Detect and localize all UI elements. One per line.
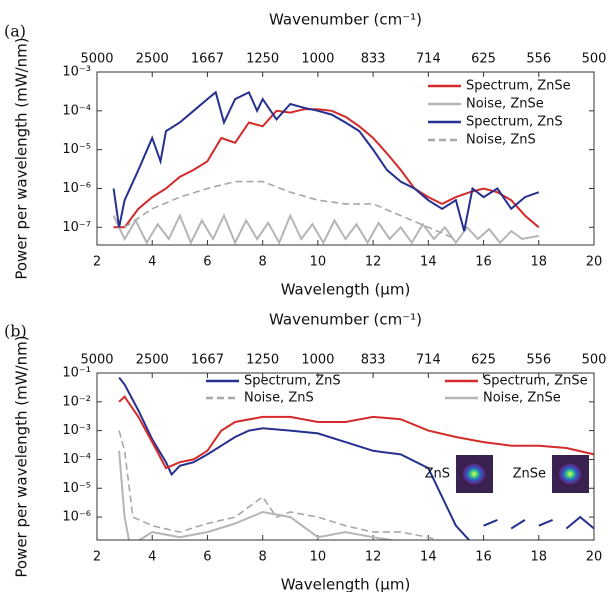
x2-tick-label: 5000 xyxy=(80,52,113,67)
legend-label: Spectrum, ZnSe xyxy=(466,79,571,94)
x-tick-label: 4 xyxy=(148,550,156,565)
x2-tick-label: 556 xyxy=(526,353,551,368)
x2-tick-label: 1250 xyxy=(246,353,279,368)
x-tick-label: 10 xyxy=(310,255,327,270)
y-tick-label: 10⁻³ xyxy=(62,65,91,80)
panel-label: (b) xyxy=(4,322,27,341)
x2-tick-label: 1667 xyxy=(191,52,224,67)
x-tick-label: 18 xyxy=(531,550,548,565)
y-axis-title: Power per wavelength (mW/nm) xyxy=(13,37,31,279)
beam-spot xyxy=(461,462,487,486)
y-tick-label: 10⁻⁶ xyxy=(62,510,91,525)
x2-tick-label: 556 xyxy=(526,52,551,67)
x-tick-label: 14 xyxy=(420,255,437,270)
x2-tick-label: 1667 xyxy=(191,353,224,368)
y-tick-label: 10⁻⁴ xyxy=(62,452,91,467)
y-tick-label: 10⁻⁵ xyxy=(62,481,91,496)
x-tick-label: 6 xyxy=(203,550,211,565)
x-tick-label: 2 xyxy=(93,550,101,565)
x2-tick-label: 625 xyxy=(471,353,496,368)
y-tick-label: 10⁻⁵ xyxy=(62,142,91,157)
x2-tick-label: 833 xyxy=(361,353,386,368)
legend-label: Spectrum, ZnS xyxy=(466,115,563,130)
x-tick-label: 8 xyxy=(259,550,267,565)
x-axis-title: Wavelength (µm) xyxy=(281,281,411,299)
x-tick-label: 14 xyxy=(420,550,437,565)
x-tick-label: 16 xyxy=(475,550,492,565)
x2-tick-label: 2500 xyxy=(136,52,169,67)
plot-frame xyxy=(96,71,595,246)
x2-tick-label: 500 xyxy=(582,52,607,67)
legend-label: Noise, ZnSe xyxy=(466,97,544,112)
x2-tick-label: 714 xyxy=(416,353,441,368)
y-tick-label: 10⁻³ xyxy=(62,423,91,438)
annotation: ZnSe xyxy=(513,467,546,482)
panel-label: (a) xyxy=(4,22,26,41)
x-tick-label: 10 xyxy=(310,550,327,565)
y-tick-label: 10⁻⁴ xyxy=(62,103,91,118)
x-tick-label: 12 xyxy=(365,550,382,565)
legend-label: Noise, ZnSe xyxy=(483,391,561,406)
x2-tick-label: 2500 xyxy=(136,353,169,368)
plot-lines xyxy=(112,90,540,245)
beam-spot xyxy=(557,462,583,486)
y-tick-label: 10⁻⁶ xyxy=(62,181,91,196)
x2-axis-title: Wavenumber (cm⁻¹) xyxy=(269,311,422,329)
y-tick-label: 10⁻² xyxy=(62,394,91,409)
series-line xyxy=(124,180,457,240)
plot-lines xyxy=(118,376,594,540)
y-tick-label: 10⁻⁷ xyxy=(62,220,91,235)
x-tick-label: 20 xyxy=(586,550,603,565)
y-axis-title: Power per wavelength (mW/nm) xyxy=(13,335,31,577)
x-tick-label: 4 xyxy=(148,255,156,270)
x2-tick-label: 714 xyxy=(416,52,441,67)
x2-tick-label: 1250 xyxy=(246,52,279,67)
series-line xyxy=(118,430,440,540)
series-line xyxy=(113,108,540,229)
series-line xyxy=(118,395,594,470)
legend-label: Spectrum, ZnSe xyxy=(483,374,588,389)
x2-tick-label: 5000 xyxy=(80,353,113,368)
plot-frame xyxy=(96,372,595,541)
x2-tick-label: 625 xyxy=(471,52,496,67)
y-tick-label: 10⁻¹ xyxy=(62,366,91,381)
x2-tick-label: 1000 xyxy=(301,52,334,67)
series-line xyxy=(118,376,594,540)
x2-tick-label: 500 xyxy=(582,353,607,368)
x-tick-label: 12 xyxy=(365,255,382,270)
legend-label: Noise, ZnS xyxy=(466,133,536,148)
x2-axis-title: Wavenumber (cm⁻¹) xyxy=(269,11,422,29)
x-tick-label: 8 xyxy=(259,255,267,270)
x-tick-label: 2 xyxy=(93,255,101,270)
x2-tick-label: 1000 xyxy=(301,353,334,368)
series-line xyxy=(112,90,540,232)
legend-label: Spectrum, ZnS xyxy=(244,374,341,389)
series-line xyxy=(118,450,398,540)
x-tick-label: 16 xyxy=(475,255,492,270)
x-tick-label: 6 xyxy=(203,255,211,270)
x2-tick-label: 833 xyxy=(361,52,386,67)
annotation: ZnS xyxy=(425,467,450,482)
series-line xyxy=(112,213,539,245)
x-tick-label: 20 xyxy=(586,255,603,270)
legend-label: Noise, ZnS xyxy=(244,391,314,406)
x-tick-label: 18 xyxy=(531,255,548,270)
x-axis-title: Wavelength (µm) xyxy=(281,576,411,592)
